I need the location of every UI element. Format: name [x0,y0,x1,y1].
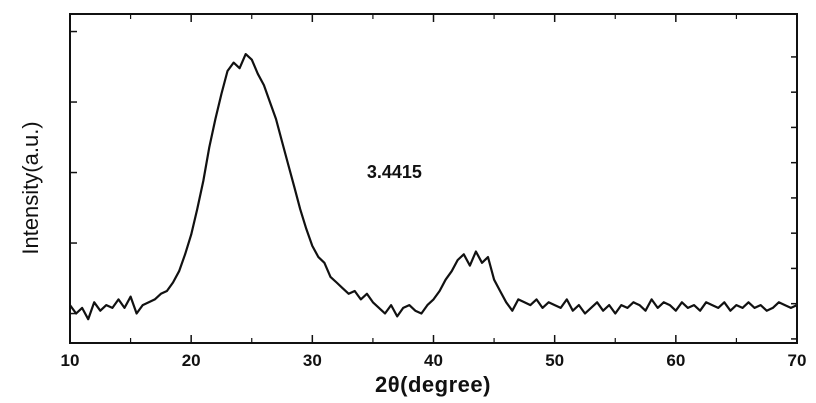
x-tick-label: 60 [666,351,685,370]
x-tick-label: 50 [545,351,564,370]
x-tick-label: 20 [182,351,201,370]
x-tick-label: 70 [788,351,807,370]
x-tick-label: 40 [424,351,443,370]
x-tick-label: 10 [61,351,80,370]
x-axis-title: 2θ(degree) [375,372,491,397]
y-axis-title: Intensity(a.u.) [18,121,43,254]
plot-frame [69,13,798,344]
x-tick-label: 30 [303,351,322,370]
xrd-pattern-line [69,52,798,321]
chart-annotation: 3.4415 [367,162,422,182]
